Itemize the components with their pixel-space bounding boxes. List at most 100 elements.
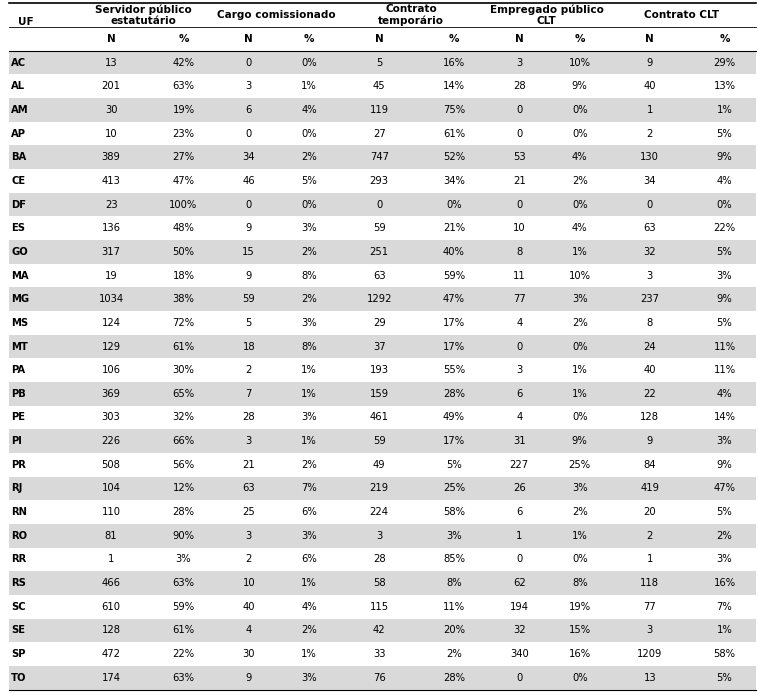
Text: 1%: 1%: [572, 247, 587, 257]
Text: 11%: 11%: [443, 602, 465, 612]
Text: 59%: 59%: [172, 602, 195, 612]
Text: 3%: 3%: [302, 531, 317, 541]
Text: 3%: 3%: [176, 554, 191, 564]
Text: 3%: 3%: [302, 318, 317, 328]
Text: 1%: 1%: [302, 81, 317, 91]
Text: 13: 13: [105, 58, 117, 68]
Text: 237: 237: [641, 295, 659, 304]
Text: 413: 413: [102, 176, 121, 186]
Bar: [9, 642, 756, 666]
Text: 7%: 7%: [716, 602, 732, 612]
Text: %: %: [449, 34, 459, 44]
Text: 9: 9: [246, 673, 252, 683]
Text: 63: 63: [243, 484, 255, 493]
Text: 0%: 0%: [572, 673, 587, 683]
Text: 29%: 29%: [713, 58, 735, 68]
Bar: [9, 74, 756, 98]
Text: 22%: 22%: [172, 649, 195, 659]
Text: 100%: 100%: [169, 200, 198, 209]
Text: RO: RO: [11, 531, 27, 541]
Text: 7: 7: [246, 389, 252, 398]
Text: 3: 3: [246, 81, 252, 91]
Text: SP: SP: [11, 649, 26, 659]
Text: 84: 84: [644, 459, 656, 470]
Text: 1%: 1%: [716, 625, 732, 635]
Text: 42: 42: [373, 625, 386, 635]
Text: 9%: 9%: [716, 459, 732, 470]
Text: 32: 32: [513, 625, 525, 635]
Text: 4%: 4%: [572, 152, 587, 162]
Text: 11%: 11%: [713, 365, 735, 375]
Text: 0: 0: [647, 200, 653, 209]
Text: 1%: 1%: [302, 578, 317, 588]
Text: 110: 110: [102, 507, 121, 517]
Text: 85%: 85%: [443, 554, 465, 564]
Text: %: %: [178, 34, 189, 44]
Text: 76: 76: [373, 673, 386, 683]
Text: 21: 21: [243, 459, 255, 470]
Text: 118: 118: [641, 578, 659, 588]
Text: 11: 11: [513, 270, 525, 281]
Text: 106: 106: [102, 365, 121, 375]
Text: 219: 219: [370, 484, 389, 493]
Text: 48%: 48%: [173, 223, 194, 234]
Text: 2: 2: [246, 554, 252, 564]
Text: 5%: 5%: [716, 673, 732, 683]
Text: 1%: 1%: [572, 365, 587, 375]
Text: 45: 45: [373, 81, 386, 91]
Text: 28: 28: [243, 412, 255, 423]
Text: 5: 5: [246, 318, 252, 328]
Text: 9%: 9%: [572, 436, 587, 446]
Text: 42%: 42%: [173, 58, 195, 68]
Text: 58: 58: [373, 578, 386, 588]
Text: 159: 159: [370, 389, 389, 398]
Text: 30: 30: [243, 649, 255, 659]
Text: PR: PR: [11, 459, 27, 470]
Text: 317: 317: [102, 247, 121, 257]
Bar: [9, 595, 756, 619]
Text: 24: 24: [644, 342, 656, 351]
Text: 174: 174: [102, 673, 121, 683]
Text: 226: 226: [102, 436, 121, 446]
Text: Cargo comissionado: Cargo comissionado: [217, 10, 335, 20]
Text: 119: 119: [370, 105, 389, 115]
Text: 3%: 3%: [572, 295, 587, 304]
Text: 18%: 18%: [173, 270, 195, 281]
Text: 5%: 5%: [716, 507, 732, 517]
Text: 90%: 90%: [173, 531, 195, 541]
Text: 0: 0: [246, 129, 252, 139]
Text: TO: TO: [11, 673, 27, 683]
Text: 27%: 27%: [172, 152, 195, 162]
Text: %: %: [575, 34, 585, 44]
Text: 8: 8: [516, 247, 522, 257]
Text: 3%: 3%: [302, 673, 317, 683]
Text: 55%: 55%: [443, 365, 465, 375]
Text: 2: 2: [647, 531, 653, 541]
Text: 63%: 63%: [173, 578, 195, 588]
Text: 1%: 1%: [302, 389, 317, 398]
Text: 508: 508: [102, 459, 121, 470]
Text: 1: 1: [108, 554, 114, 564]
Text: 22: 22: [644, 389, 656, 398]
Bar: [9, 288, 756, 311]
Text: 194: 194: [509, 602, 529, 612]
Text: 81: 81: [105, 531, 117, 541]
Text: 19%: 19%: [568, 602, 590, 612]
Text: 4%: 4%: [302, 105, 317, 115]
Text: 3%: 3%: [716, 554, 732, 564]
Text: 610: 610: [102, 602, 121, 612]
Bar: [9, 524, 756, 547]
Text: 21: 21: [513, 176, 525, 186]
Text: 0%: 0%: [572, 200, 587, 209]
Text: 3%: 3%: [302, 223, 317, 234]
Text: 37: 37: [373, 342, 386, 351]
Text: 58%: 58%: [443, 507, 465, 517]
Text: 4%: 4%: [716, 389, 732, 398]
Text: 1%: 1%: [572, 389, 587, 398]
Text: 3: 3: [647, 270, 653, 281]
Text: DF: DF: [11, 200, 27, 209]
Text: 59: 59: [373, 436, 386, 446]
Text: MT: MT: [11, 342, 28, 351]
Text: 0: 0: [376, 200, 382, 209]
Text: 59: 59: [243, 295, 255, 304]
